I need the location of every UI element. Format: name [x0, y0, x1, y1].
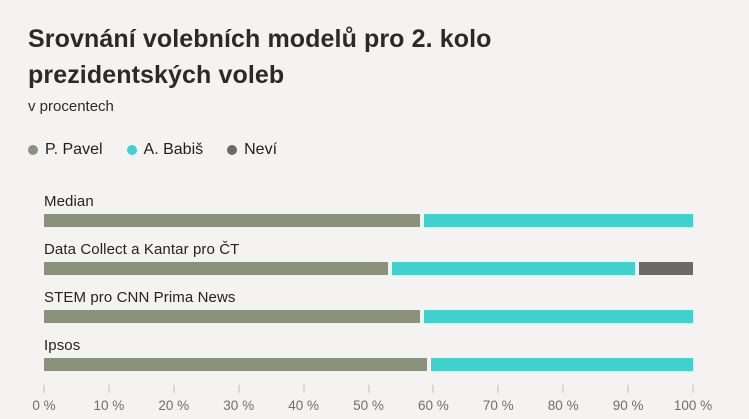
- legend-swatch-icon: [126, 145, 137, 155]
- bar-segment: [44, 214, 421, 227]
- bar-row-label: Median: [44, 193, 94, 210]
- bar-rows: Median Data Collect a Kantar pro ČT STEM p…: [44, 193, 693, 371]
- stacked-bar: [44, 358, 693, 371]
- x-axis-tick: [562, 385, 565, 393]
- bar-segment: [44, 310, 421, 323]
- bar-segment: [420, 310, 693, 323]
- chart-subtitle: v procentech: [28, 98, 114, 115]
- legend-swatch-icon: [227, 145, 238, 155]
- legend: P. Pavel A. Babiš Neví: [28, 141, 693, 159]
- bar-row-label: Data Collect a Kantar pro ČT: [44, 241, 240, 258]
- bar-segment: [426, 358, 693, 371]
- legend-swatch-icon: [28, 145, 38, 155]
- x-axis-tick: [43, 385, 45, 393]
- bar-row: STEM pro CNN Prima News: [44, 289, 693, 323]
- page-title: Srovnání volebních modelů pro 2. kolo pr…: [28, 25, 492, 89]
- bar-segment: [420, 214, 693, 227]
- x-axis-tick: [302, 385, 305, 393]
- x-axis-tick: [237, 385, 240, 393]
- legend-item-label: Neví: [244, 141, 278, 158]
- legend-item-label: A. Babiš: [143, 141, 204, 158]
- bar-row: Ipsos: [44, 337, 693, 371]
- x-axis: 0 % 10 % 20 % 30 % 40 % 50 % 60 % 70 % 80 % 90 % 1…: [32, 385, 712, 419]
- x-axis-tick: [497, 385, 500, 393]
- bar-segment: [387, 262, 635, 275]
- bar-row-label: STEM pro CNN Prima News: [44, 289, 236, 306]
- x-axis-tick: [107, 385, 110, 393]
- bar-chart: Median Data Collect a Kantar pro ČT STEM p…: [32, 193, 712, 419]
- x-axis-tick: [432, 385, 435, 393]
- legend-item-label: P. Pavel: [45, 141, 103, 158]
- x-axis-tick: [627, 385, 630, 393]
- bar-segment: [44, 262, 388, 275]
- legend-item: P. Pavel: [28, 141, 103, 159]
- x-axis-tick: [367, 385, 370, 393]
- bar-row: Median: [44, 193, 693, 227]
- bar-row: Data Collect a Kantar pro ČT: [44, 241, 693, 275]
- x-axis-tick: [172, 385, 175, 393]
- legend-item: A. Babiš: [126, 141, 204, 159]
- x-axis-tick: [692, 385, 694, 393]
- bar-row-label: Ipsos: [44, 337, 81, 354]
- stacked-bar: [44, 214, 693, 227]
- stacked-bar: [44, 262, 693, 275]
- bar-segment: [634, 262, 693, 275]
- stacked-bar: [44, 310, 693, 323]
- bar-segment: [44, 358, 427, 371]
- legend-item: Neví: [227, 141, 277, 159]
